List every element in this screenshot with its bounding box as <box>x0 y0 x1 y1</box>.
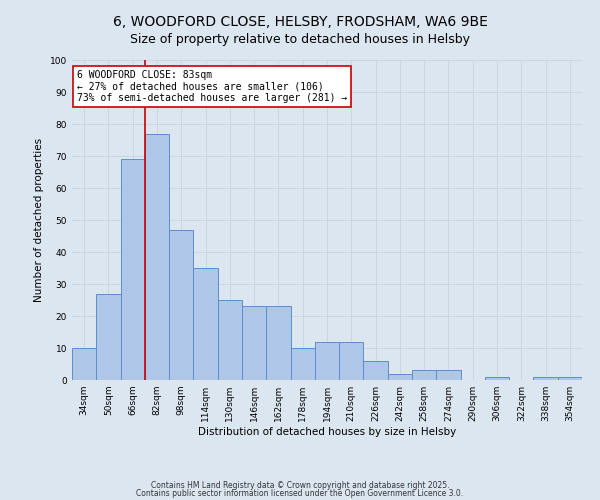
Text: Contains public sector information licensed under the Open Government Licence 3.: Contains public sector information licen… <box>136 488 464 498</box>
Bar <box>436 370 461 380</box>
Bar <box>558 377 582 380</box>
Y-axis label: Number of detached properties: Number of detached properties <box>34 138 44 302</box>
Bar <box>533 377 558 380</box>
Bar <box>145 134 169 380</box>
Bar <box>169 230 193 380</box>
Bar <box>364 361 388 380</box>
Text: 6, WOODFORD CLOSE, HELSBY, FRODSHAM, WA6 9BE: 6, WOODFORD CLOSE, HELSBY, FRODSHAM, WA6… <box>113 15 487 29</box>
Bar <box>121 159 145 380</box>
Text: 6 WOODFORD CLOSE: 83sqm
← 27% of detached houses are smaller (106)
73% of semi-d: 6 WOODFORD CLOSE: 83sqm ← 27% of detache… <box>77 70 347 103</box>
X-axis label: Distribution of detached houses by size in Helsby: Distribution of detached houses by size … <box>198 427 456 437</box>
Bar <box>218 300 242 380</box>
Bar <box>266 306 290 380</box>
Text: Size of property relative to detached houses in Helsby: Size of property relative to detached ho… <box>130 32 470 46</box>
Bar <box>242 306 266 380</box>
Bar <box>485 377 509 380</box>
Bar <box>339 342 364 380</box>
Bar <box>315 342 339 380</box>
Bar <box>96 294 121 380</box>
Bar <box>412 370 436 380</box>
Bar <box>290 348 315 380</box>
Bar <box>388 374 412 380</box>
Text: Contains HM Land Registry data © Crown copyright and database right 2025.: Contains HM Land Registry data © Crown c… <box>151 481 449 490</box>
Bar <box>193 268 218 380</box>
Bar <box>72 348 96 380</box>
